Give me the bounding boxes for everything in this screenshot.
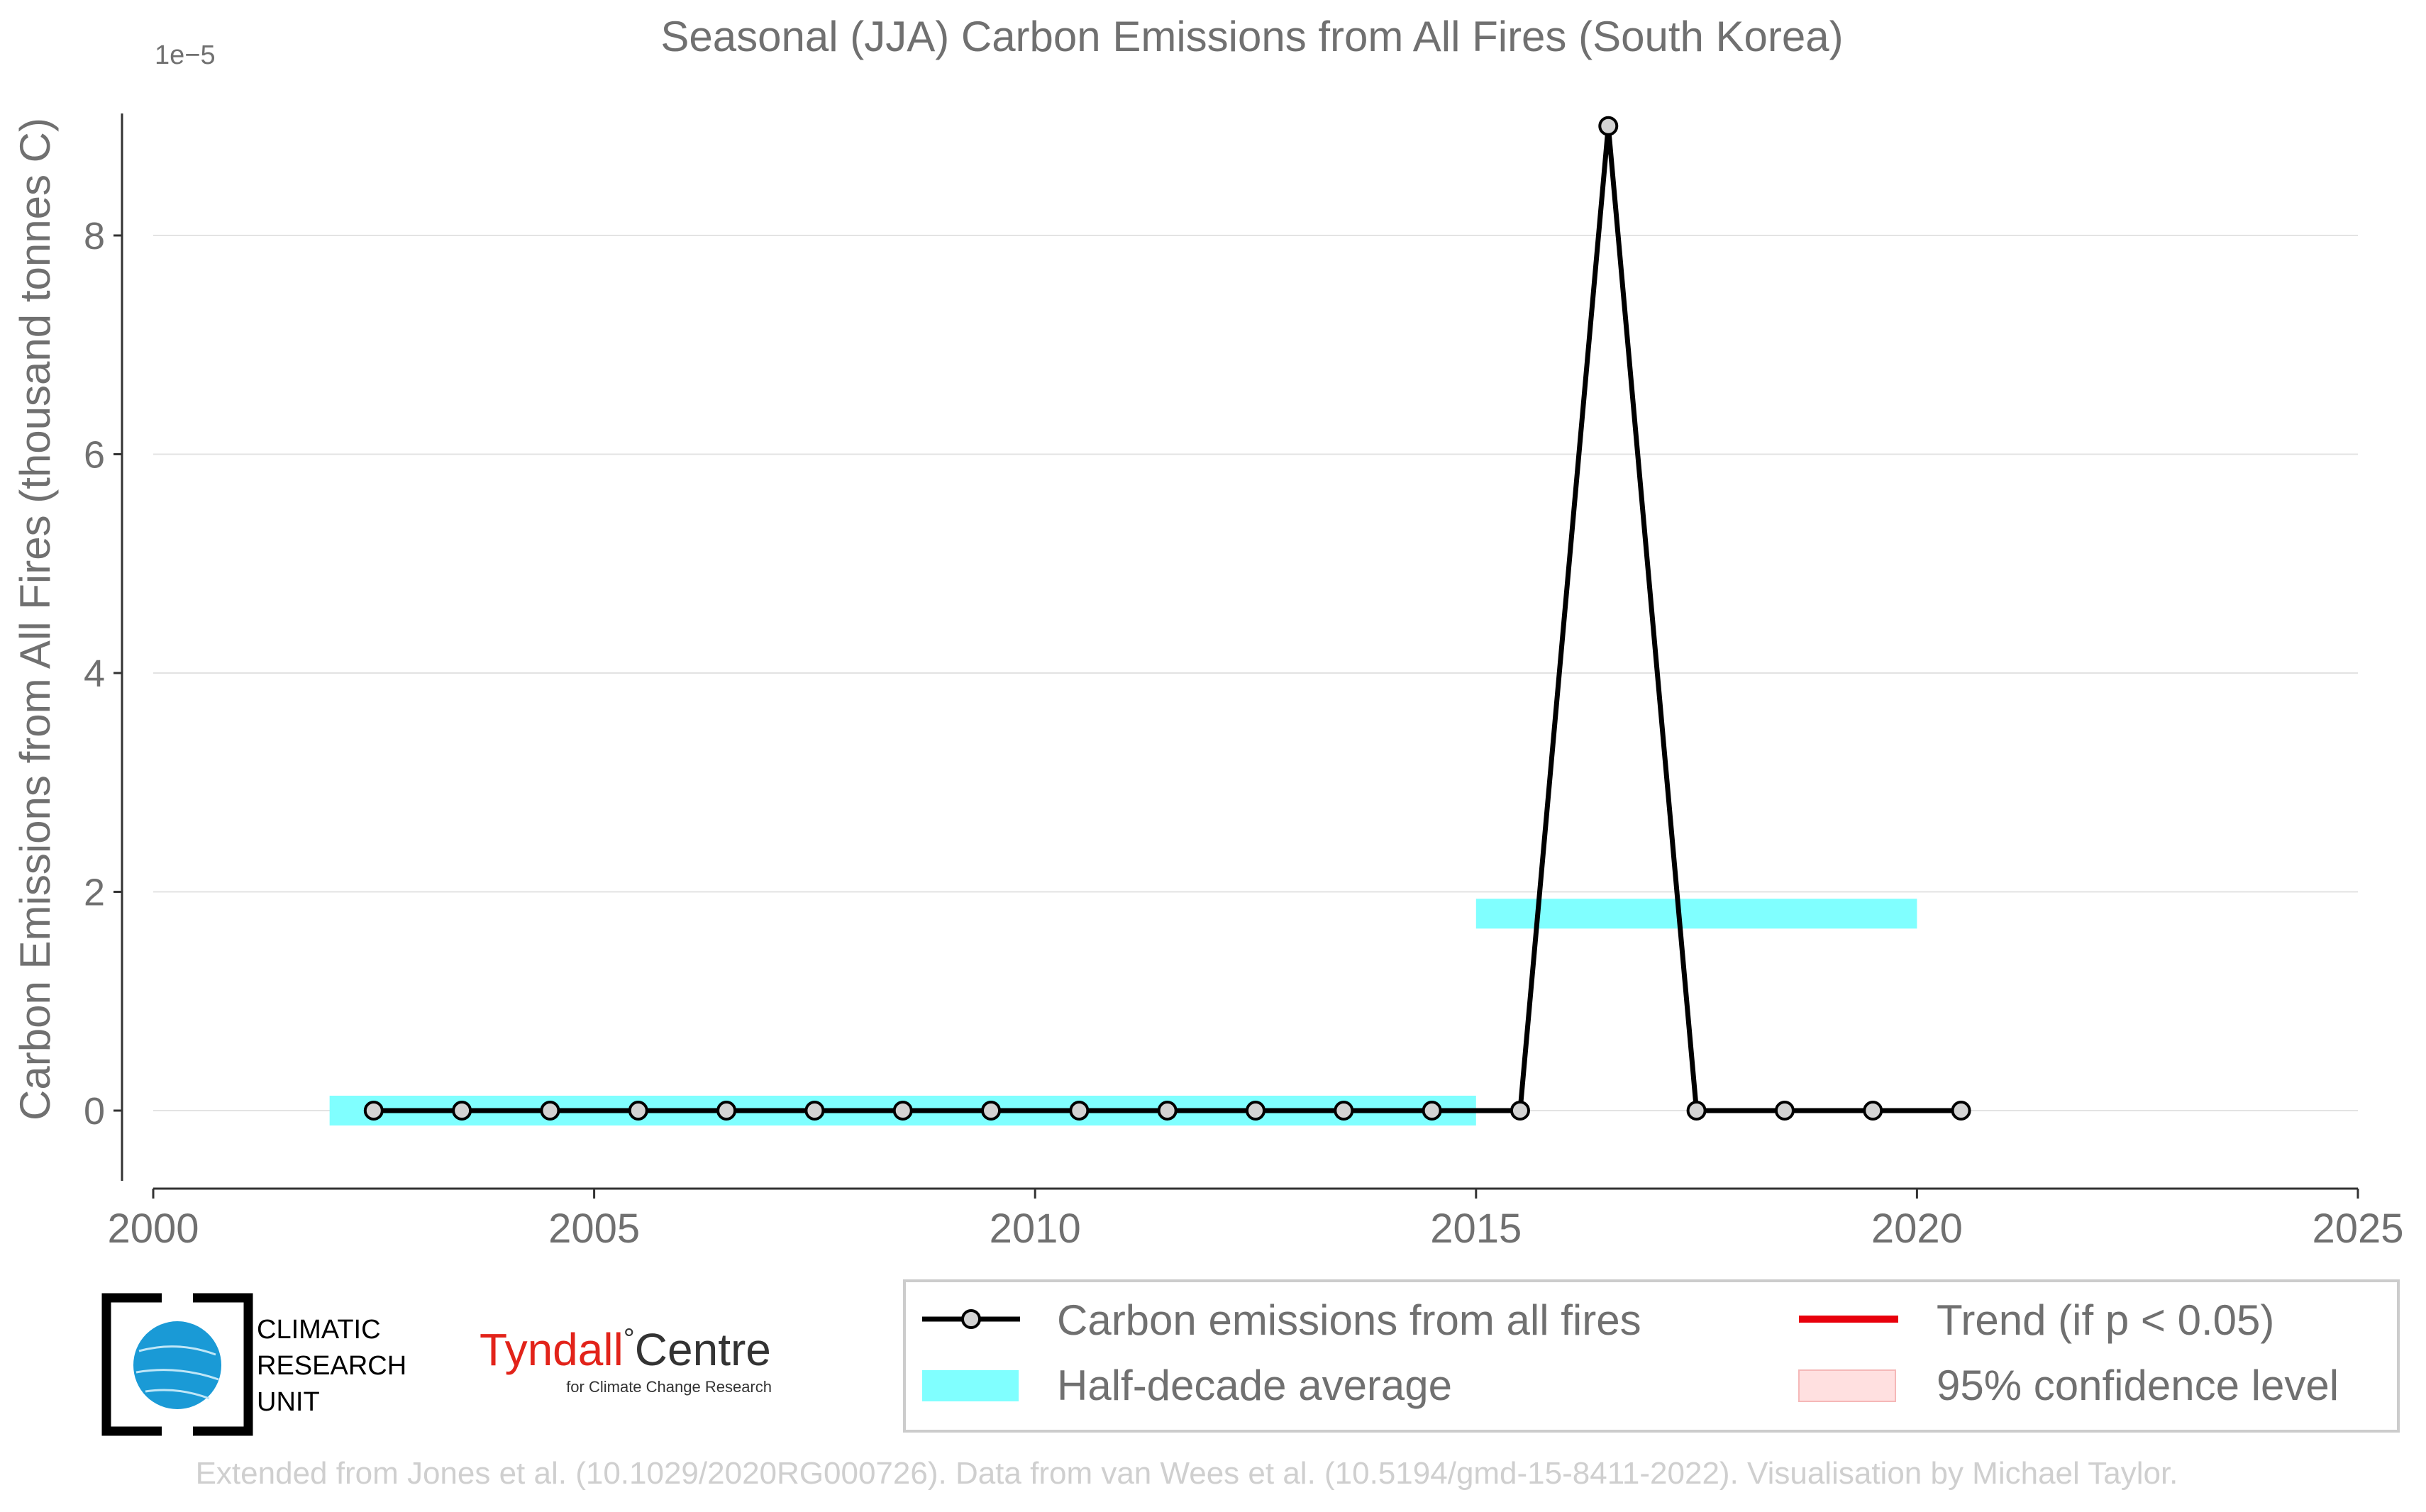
grid-lines [153, 235, 2358, 1111]
cru-line-2: RESEARCH [257, 1351, 406, 1381]
data-point-0-5 [804, 1101, 825, 1121]
cru-bracket-icon [101, 1293, 253, 1436]
data-point-0-16 [1774, 1101, 1795, 1121]
legend-marker-emissions [961, 1309, 981, 1329]
series-line-0 [373, 123, 1961, 1113]
tyndall-logo: Tyndall°Centre for Climate Change Resear… [480, 1323, 772, 1396]
svg-text:Tyndall°Centre: Tyndall°Centre [480, 1323, 771, 1375]
data-point-0-1 [452, 1101, 472, 1121]
y-tick-label-0: 0 [84, 1090, 105, 1133]
data-point-0-6 [892, 1101, 913, 1121]
y-tick-label-1: 2 [84, 872, 105, 914]
data-point-0-3 [628, 1101, 648, 1121]
data-point-0-17 [1863, 1101, 1883, 1121]
y-offset-label: 1e−5 [155, 40, 216, 70]
x-tick-label-4: 2020 [1871, 1206, 1963, 1252]
data-point-0-9 [1157, 1101, 1178, 1121]
x-tick-label-0: 2000 [107, 1206, 199, 1252]
x-tick-label-5: 2025 [2312, 1206, 2403, 1252]
tyndall-centre: Centre [635, 1324, 771, 1375]
y-tick-label-3: 6 [84, 434, 105, 477]
legend-label-confidence: 95% confidence level [1937, 1362, 2339, 1409]
half-decade-bar-1 [1475, 899, 1917, 929]
globe-icon [133, 1321, 221, 1409]
data-point-0-13 [1510, 1101, 1530, 1121]
cru-logo: CLIMATIC RESEARCH UNIT [101, 1293, 406, 1436]
data-point-0-0 [363, 1101, 384, 1121]
cru-line-3: UNIT [257, 1387, 320, 1417]
y-ticks: 0 2 4 6 8 [84, 215, 122, 1133]
series-layer [363, 116, 1971, 1121]
data-point-0-8 [1069, 1101, 1090, 1121]
y-axis-label: Carbon Emissions from All Fires (thousan… [11, 118, 59, 1121]
x-tick-label-1: 2005 [548, 1206, 640, 1252]
tyndall-subtitle: for Climate Change Research [566, 1378, 772, 1396]
y-tick-label-2: 4 [84, 652, 105, 695]
data-point-0-18 [1951, 1101, 1971, 1121]
chart-title: Seasonal (JJA) Carbon Emissions from All… [660, 13, 1843, 60]
data-point-0-4 [716, 1101, 737, 1121]
legend-swatch-confidence [1798, 1369, 1896, 1402]
data-point-0-15 [1686, 1101, 1707, 1121]
legend: Carbon emissions from all fires Half-dec… [903, 1279, 2400, 1433]
legend-frame [903, 1279, 2400, 1433]
data-point-0-11 [1334, 1101, 1354, 1121]
x-tick-label-2: 2010 [990, 1206, 1081, 1252]
data-point-0-7 [981, 1101, 1002, 1121]
cru-line-1: CLIMATIC [257, 1315, 381, 1345]
legend-swatch-half-decade [922, 1370, 1019, 1401]
data-point-0-14 [1598, 116, 1619, 136]
x-ticks: 2000 2005 2010 2015 2020 2025 [107, 1189, 2404, 1252]
y-tick-label-4: 8 [84, 215, 105, 257]
data-point-0-2 [540, 1101, 560, 1121]
footer-credit: Extended from Jones et al. (10.1029/2020… [196, 1456, 2178, 1491]
legend-label-emissions: Carbon emissions from all fires [1057, 1296, 1641, 1344]
x-tick-label-3: 2015 [1430, 1206, 1522, 1252]
data-point-0-10 [1246, 1101, 1265, 1121]
data-point-0-12 [1422, 1101, 1442, 1121]
legend-label-half-decade: Half-decade average [1057, 1362, 1452, 1409]
tyndall-name: Tyndall [480, 1324, 624, 1375]
tyndall-degree: ° [624, 1323, 635, 1355]
legend-label-trend: Trend (if p < 0.05) [1937, 1296, 2274, 1344]
